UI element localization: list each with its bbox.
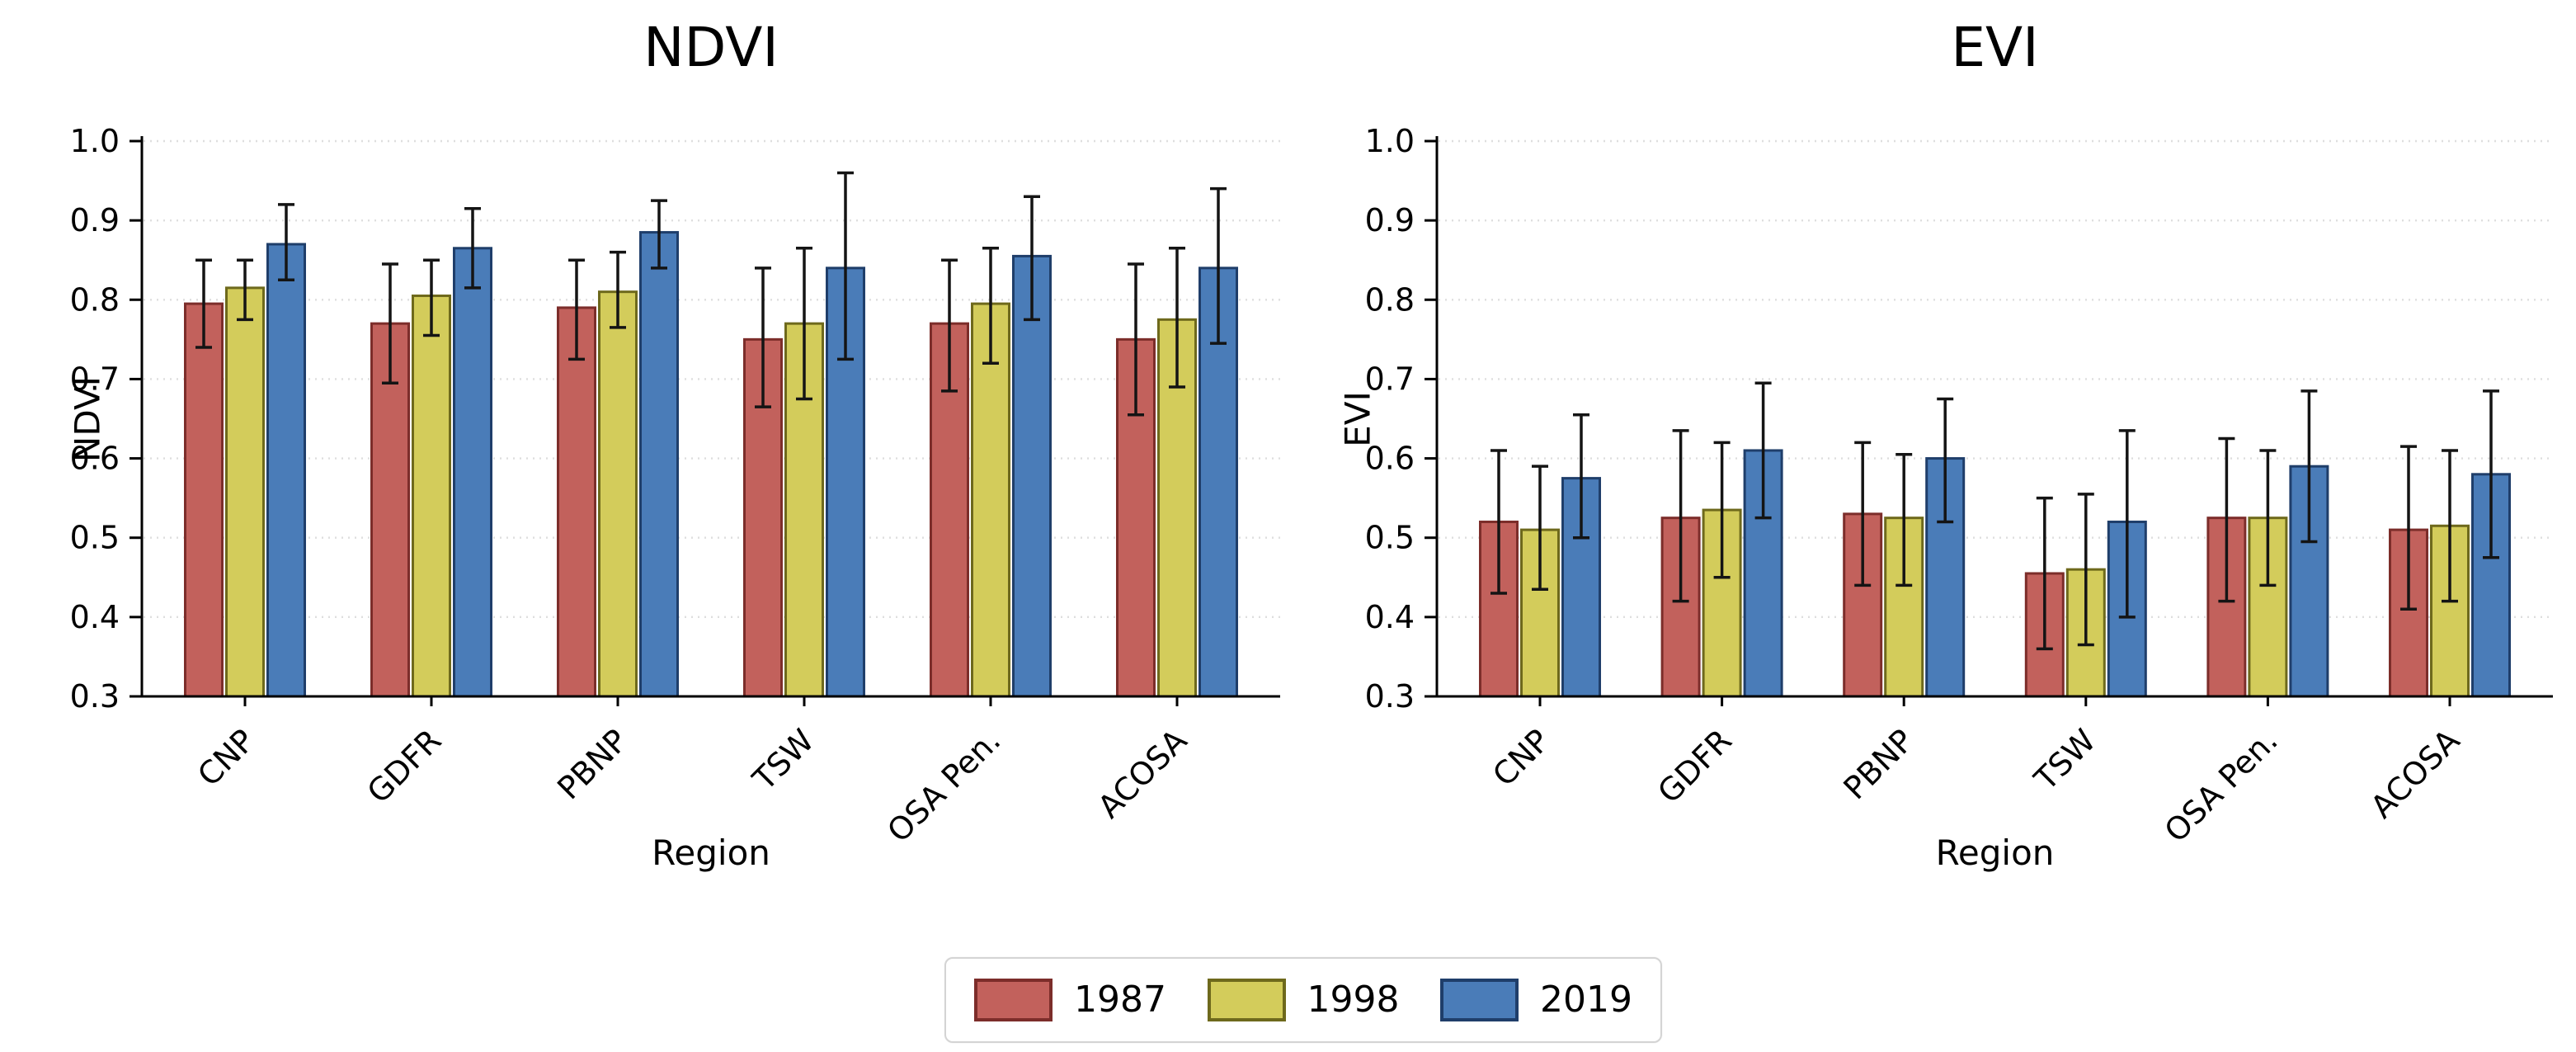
- ndvi-bar-GDFR-2019: [453, 247, 492, 698]
- y-axis-label-ndvi: NDVI: [67, 375, 108, 463]
- legend-swatch-1987: [974, 979, 1053, 1021]
- evi-y-tick-label-0.4: 0.4: [1365, 599, 1415, 635]
- ndvi-y-tick-label-1.0: 1.0: [70, 123, 120, 159]
- evi-y-tick-label-1.0: 1.0: [1365, 123, 1415, 159]
- evi-x-tick-label-PBNP: PBNP: [1837, 722, 1921, 806]
- ndvi-bar-CNP-2019: [266, 243, 306, 698]
- evi-bar-GDFR-2019: [1743, 449, 1783, 698]
- legend-label-1998: 1998: [1307, 979, 1400, 1021]
- evi-x-tick-label-ACOSA: ACOSA: [2363, 722, 2466, 825]
- evi-y-tick-label-0.9: 0.9: [1365, 202, 1415, 238]
- legend-item-2019: 2019: [1440, 979, 1632, 1021]
- ndvi-x-tick-label-GDFR: GDFR: [360, 722, 449, 810]
- ndvi-y-tick-label-0.9: 0.9: [70, 202, 120, 238]
- ndvi-x-tick-label-TSW: TSW: [746, 722, 822, 798]
- legend-swatch-2019: [1440, 979, 1519, 1021]
- ndvi-bar-PBNP-2019: [639, 231, 679, 698]
- legend-item-1987: 1987: [974, 979, 1166, 1021]
- ndvi-y-tick-label-0.6: 0.6: [70, 441, 120, 477]
- ndvi-bar-GDFR-1998: [412, 294, 451, 698]
- ndvi-x-tick-label-CNP: CNP: [191, 722, 261, 793]
- evi-x-tick-label-GDFR: GDFR: [1651, 722, 1739, 810]
- ndvi-bar-PBNP-1987: [557, 306, 596, 698]
- legend-item-1998: 1998: [1207, 979, 1400, 1021]
- ndvi-y-tick-label-0.7: 0.7: [70, 361, 120, 397]
- ndvi-y-tick-label-0.3: 0.3: [70, 678, 120, 715]
- ndvi-bar-OSA Pen.-2019: [1012, 254, 1052, 698]
- ndvi-x-tick-label-OSA Pen.: OSA Pen.: [880, 722, 1007, 849]
- evi-y-tick-label-0.7: 0.7: [1365, 361, 1415, 397]
- evi-y-tick-label-0.6: 0.6: [1365, 441, 1415, 477]
- ndvi-bar-GDFR-1987: [370, 322, 410, 698]
- ndvi-x-tick-label-ACOSA: ACOSA: [1090, 722, 1194, 825]
- chart-title-ndvi: NDVI: [643, 16, 779, 79]
- ndvi-y-tick-label-0.4: 0.4: [70, 599, 120, 635]
- ndvi-y-tick-label-0.8: 0.8: [70, 281, 120, 318]
- x-axis-label-evi: Region: [1935, 833, 2055, 873]
- legend-box: 1987 1998 2019: [944, 957, 1662, 1043]
- legend-label-1987: 1987: [1074, 979, 1166, 1021]
- ndvi-bar-CNP-1987: [184, 302, 224, 698]
- ndvi-bar-PBNP-1998: [598, 290, 638, 698]
- evi-x-tick-label-OSA Pen.: OSA Pen.: [2158, 722, 2285, 849]
- legend-swatch-1998: [1207, 979, 1286, 1021]
- evi-y-tick-label-0.5: 0.5: [1365, 520, 1415, 556]
- ndvi-bar-CNP-1998: [225, 286, 265, 698]
- chart-title-evi: EVI: [1951, 16, 2039, 79]
- evi-y-tick-label-0.8: 0.8: [1365, 281, 1415, 318]
- ndvi-x-tick-label-PBNP: PBNP: [550, 722, 634, 806]
- y-axis-label-evi: EVI: [1337, 391, 1378, 447]
- evi-y-tick-label-0.3: 0.3: [1365, 678, 1415, 715]
- ndvi-y-tick-label-0.5: 0.5: [70, 520, 120, 556]
- x-axis-label-ndvi: Region: [652, 833, 770, 873]
- legend-label-2019: 2019: [1540, 979, 1632, 1021]
- evi-x-tick-label-TSW: TSW: [2027, 722, 2103, 798]
- evi-x-tick-label-CNP: CNP: [1486, 722, 1556, 793]
